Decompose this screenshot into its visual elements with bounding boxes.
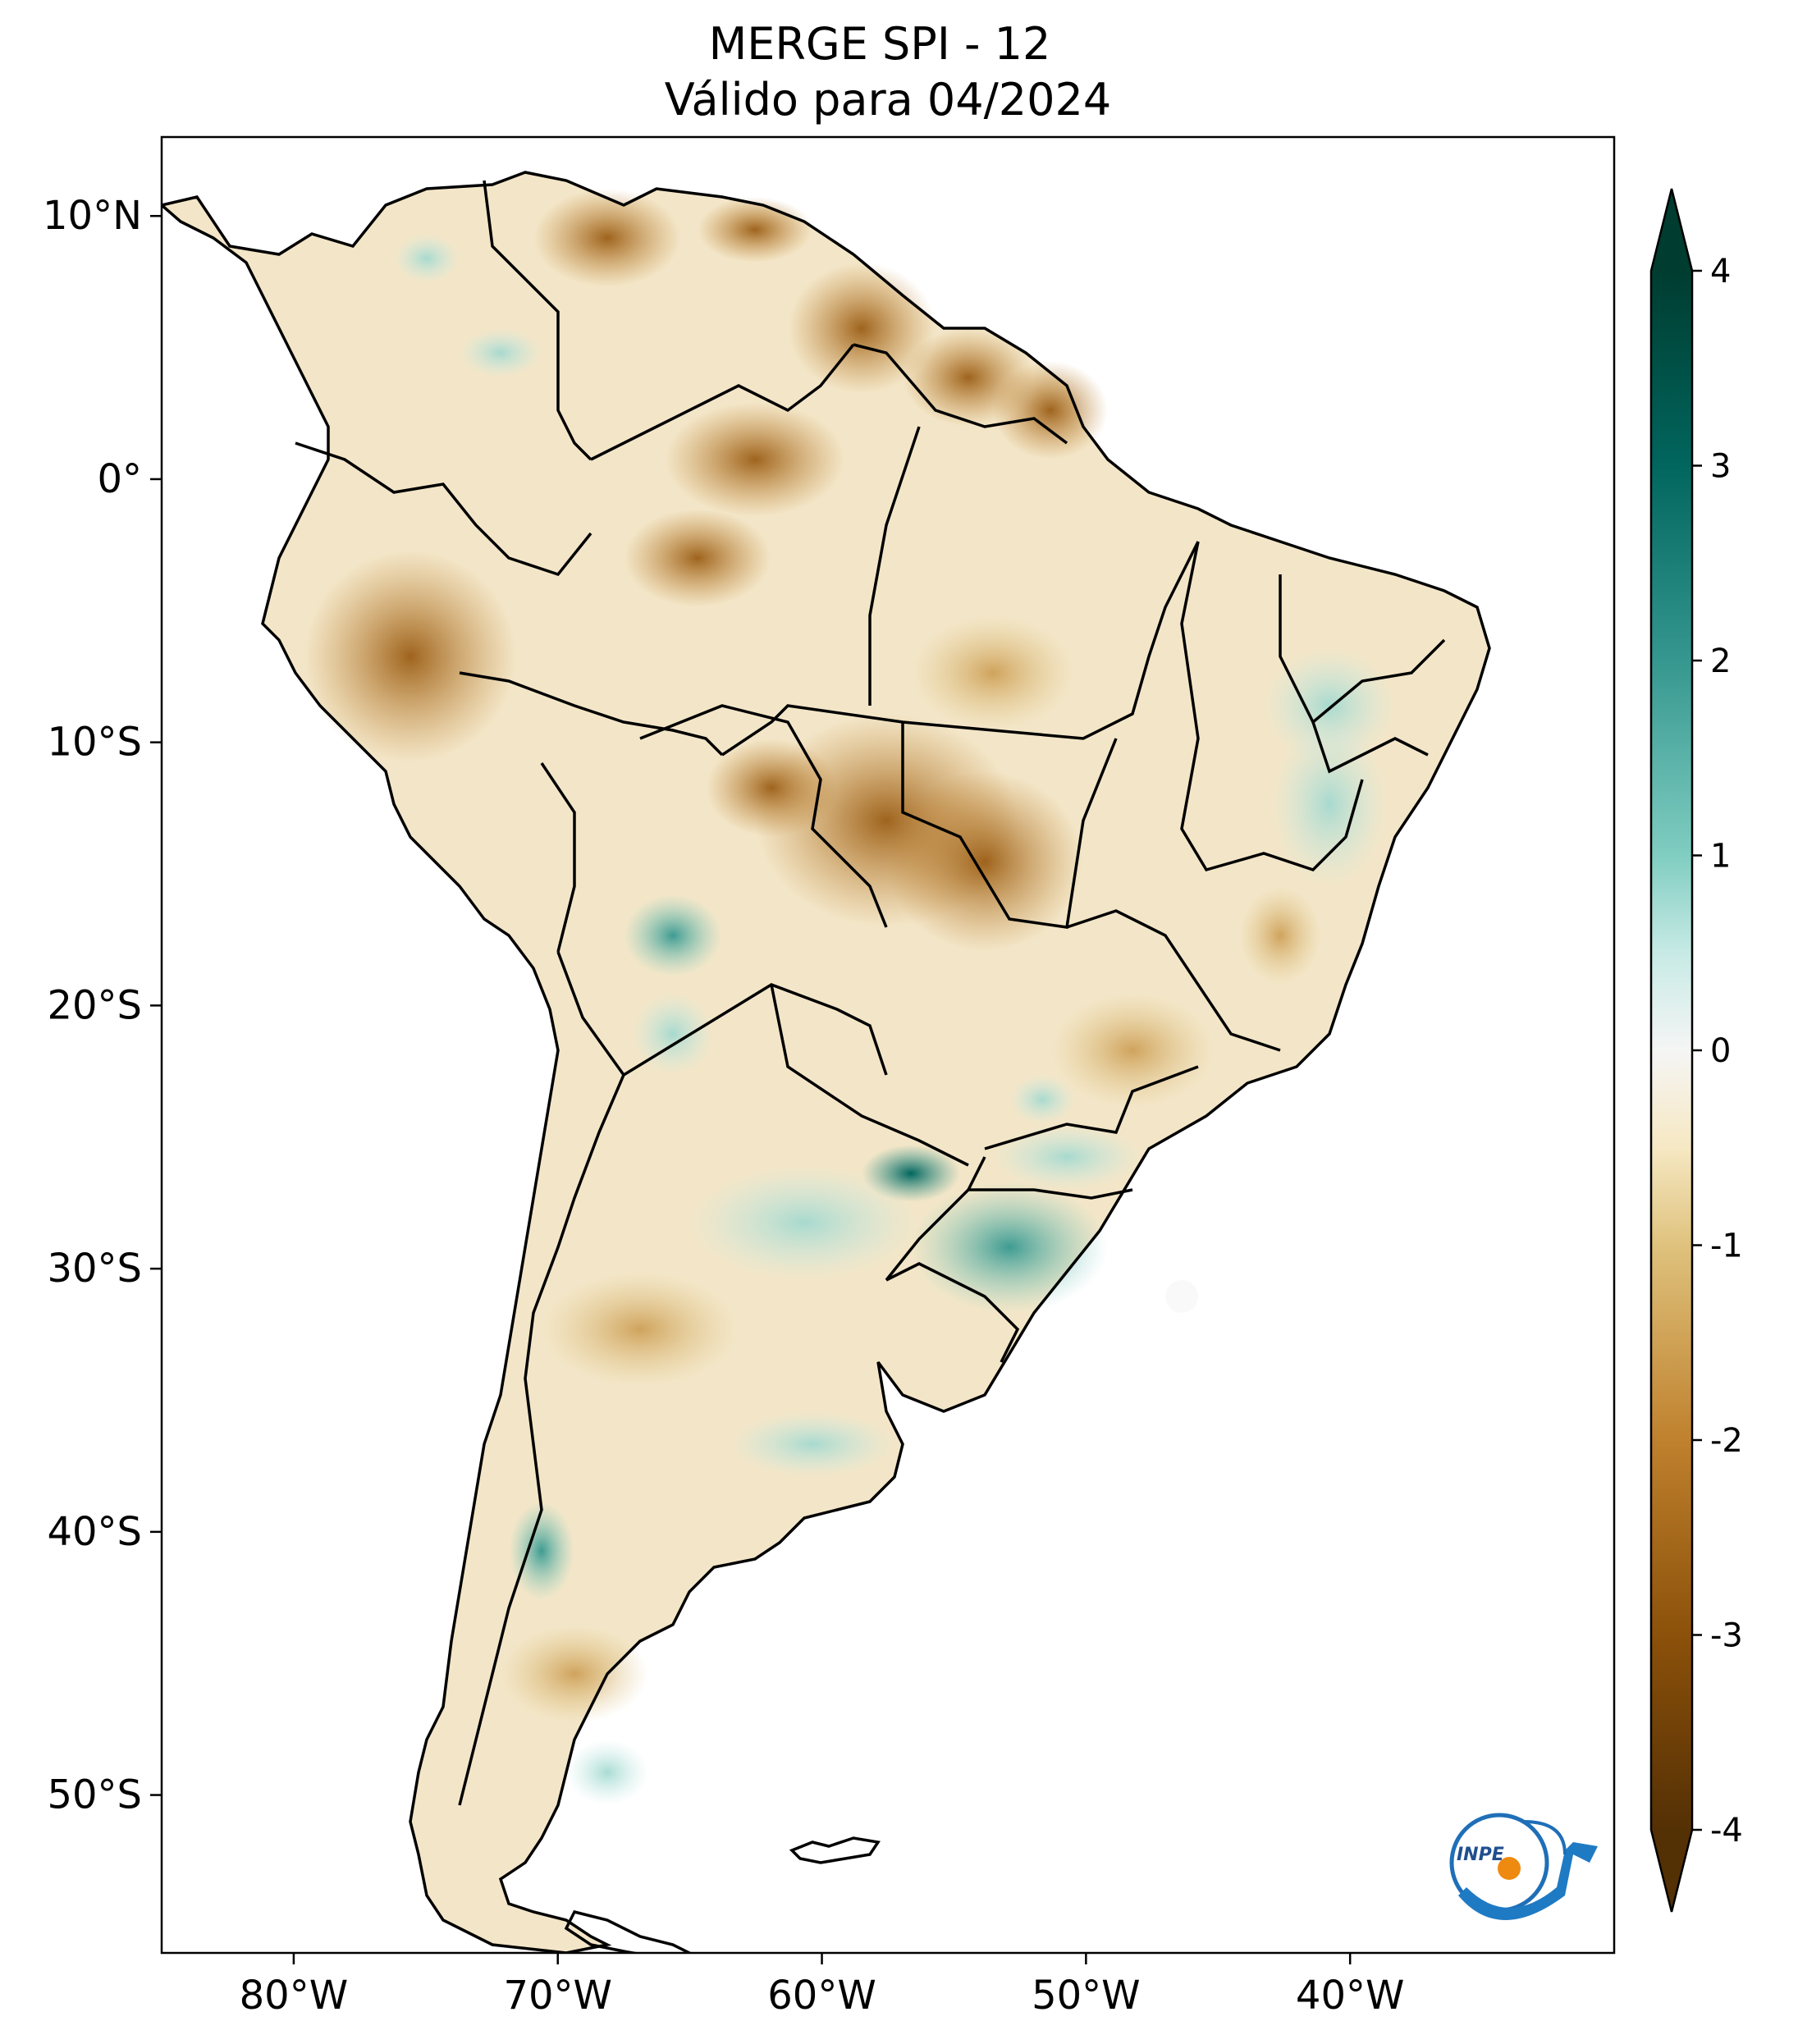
border-brazil-states-north	[721, 541, 1200, 757]
colorbar-tick-label: 4	[1710, 253, 1731, 290]
border-brazil-argentina	[885, 1156, 986, 1282]
lat-tick-label: 30°S	[47, 1246, 142, 1292]
lat-tick-label: 50°S	[47, 1772, 142, 1818]
lon-tick-label: 70°W	[503, 1973, 612, 2019]
border-brazil-states-ne	[1180, 541, 1364, 872]
border-bolivia-brazil	[639, 704, 888, 928]
political-borders	[162, 171, 1491, 1953]
colorbar-tick-label: -4	[1710, 1812, 1743, 1850]
border-uruguay	[885, 1262, 1020, 1363]
colorbar-tick-label: 1	[1710, 838, 1731, 876]
lon-tick-label: 50°W	[1032, 1973, 1141, 2019]
lon-tick-label: 60°W	[767, 1973, 876, 2019]
map-title-line1: MERGE SPI - 12	[709, 18, 1051, 70]
border-brazil-states-ba	[1311, 721, 1429, 774]
border-brazil-states-para	[868, 426, 921, 706]
map-title-line2: Válido para 04/2024	[665, 74, 1111, 126]
inpe-logo-text: INPE	[1457, 1845, 1504, 1865]
colorbar-tick-label: 2	[1710, 642, 1731, 680]
border-brazil-states-sc-rs	[968, 1188, 1133, 1200]
lat-tick-label: 10°S	[47, 720, 142, 766]
border-brazil-states-central	[901, 722, 1118, 929]
colorbar: 4 3 2 1 0 -1 -2 -3 -4	[1649, 188, 1743, 1913]
lat-tick-label: 20°S	[47, 982, 142, 1028]
dry-anomaly-regions	[304, 189, 1321, 1723]
border-brazil-states-se	[1066, 909, 1281, 1052]
colorbar-ticks: 4 3 2 1 0 -1 -2 -3 -4	[1692, 253, 1743, 1850]
colorbar-tick-label: -3	[1710, 1617, 1743, 1655]
inpe-logo: INPE	[1449, 1813, 1598, 1920]
border-colombia-ecuador-peru	[295, 441, 592, 577]
map-area	[162, 137, 1614, 1953]
border-chile-argentina	[458, 951, 625, 1806]
lon-tick-label: 40°W	[1296, 1973, 1405, 2019]
colorbar-tick-label: 3	[1710, 448, 1731, 486]
border-guianas	[853, 343, 1068, 445]
lat-tick-label: 0°	[97, 456, 142, 502]
inpe-logo-sun-icon	[1498, 1857, 1521, 1880]
falklands-outline	[789, 1836, 881, 1864]
colorbar-tick-label: -1	[1710, 1228, 1743, 1265]
border-bolivia-paraguay	[623, 983, 888, 1077]
border-brazil-states-south	[984, 1065, 1199, 1150]
tierra-del-fuego-outline	[564, 1909, 693, 1953]
lat-tick-label: 10°N	[43, 193, 142, 239]
lon-tick-label: 80°W	[240, 1973, 349, 2019]
inpe-logo-swoosh-icon	[1458, 1842, 1598, 1920]
border-paraguay-argentina	[770, 984, 969, 1167]
longitude-axis: 80°W 70°W 60°W 50°W 40°W	[240, 1953, 1405, 2019]
colorbar-tick-label: -2	[1710, 1422, 1743, 1460]
inpe-logo-orbit-icon	[1523, 1820, 1567, 1855]
latitude-axis: 10°N 0° 10°S 20°S 30°S 40°S 50°S	[43, 193, 162, 1818]
colorbar-tick-label: 0	[1710, 1032, 1731, 1070]
lat-tick-label: 40°S	[47, 1509, 142, 1555]
border-venezuela-brazil	[590, 343, 855, 461]
border-colombia-venezuela	[483, 180, 592, 461]
border-peru-bolivia	[540, 762, 576, 953]
border-peru-brazil	[459, 671, 724, 757]
coastline	[162, 171, 1491, 1953]
map-frame	[160, 135, 1616, 1955]
colorbar-gradient	[1649, 188, 1694, 1913]
border-brazil-states-ne2	[1279, 574, 1446, 725]
